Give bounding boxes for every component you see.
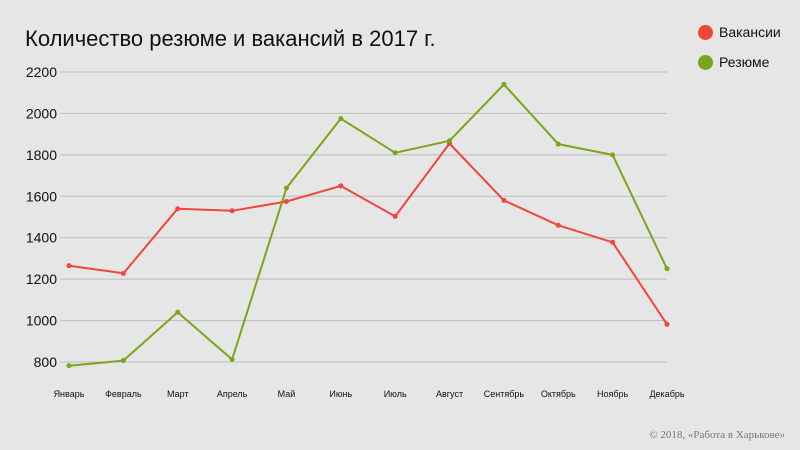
data-point (175, 309, 181, 315)
data-point (555, 222, 561, 228)
legend-item-resumes[interactable]: Резюме (698, 54, 781, 70)
data-point (229, 208, 235, 214)
data-point (338, 183, 344, 189)
data-point (610, 152, 616, 158)
data-point (392, 213, 398, 219)
legend-marker-resumes (698, 54, 713, 70)
x-tick-label: Декабрь (649, 389, 684, 399)
x-tick-label: Февраль (105, 389, 142, 399)
y-tick-label: 800 (34, 354, 58, 370)
y-tick-label: 1000 (26, 313, 57, 329)
copyright-note: © 2018, «Работа в Харькове» (649, 429, 785, 441)
data-point (283, 185, 289, 191)
data-point (501, 81, 507, 87)
series-line-resumes (68, 83, 668, 367)
data-point (555, 141, 561, 147)
chart-legend: Вакансии Резюме (698, 24, 781, 84)
x-tick-label: Март (167, 389, 189, 399)
data-point (175, 206, 181, 212)
y-tick-label: 2200 (26, 64, 57, 80)
series-line-vacancies (68, 142, 668, 325)
data-point (229, 357, 235, 363)
x-tick-label: Апрель (217, 389, 248, 399)
data-point (66, 263, 72, 269)
x-tick-label: Ноябрь (597, 389, 629, 399)
data-point (120, 358, 126, 364)
chart-title: Количество резюме и вакансий в 2017 г. (25, 26, 436, 51)
legend-label-resumes: Резюме (719, 54, 770, 70)
x-tick-label: Июль (384, 389, 407, 399)
x-tick-label: Январь (54, 389, 85, 399)
y-tick-label: 1600 (26, 188, 57, 204)
data-point (392, 150, 398, 156)
x-tick-label: Май (278, 389, 296, 399)
legend-label-vacancies: Вакансии (719, 24, 781, 40)
data-point (338, 116, 344, 122)
y-tick-label: 1800 (26, 147, 57, 163)
data-point (664, 321, 670, 327)
data-point (120, 270, 126, 276)
x-tick-label: Июнь (329, 389, 352, 399)
data-point (66, 363, 72, 369)
x-tick-label: Октябрь (541, 389, 576, 399)
y-tick-label: 1200 (26, 271, 57, 287)
data-point (501, 197, 507, 203)
x-tick-label: Август (436, 389, 463, 399)
x-tick-label: Сентябрь (484, 389, 525, 399)
data-point (664, 266, 670, 272)
y-tick-label: 1400 (26, 230, 57, 246)
data-point (283, 198, 289, 204)
data-point (447, 138, 453, 144)
legend-marker-vacancies (698, 24, 713, 40)
legend-item-vacancies[interactable]: Вакансии (698, 24, 781, 40)
data-point (610, 239, 616, 245)
y-tick-label: 2000 (26, 105, 57, 121)
